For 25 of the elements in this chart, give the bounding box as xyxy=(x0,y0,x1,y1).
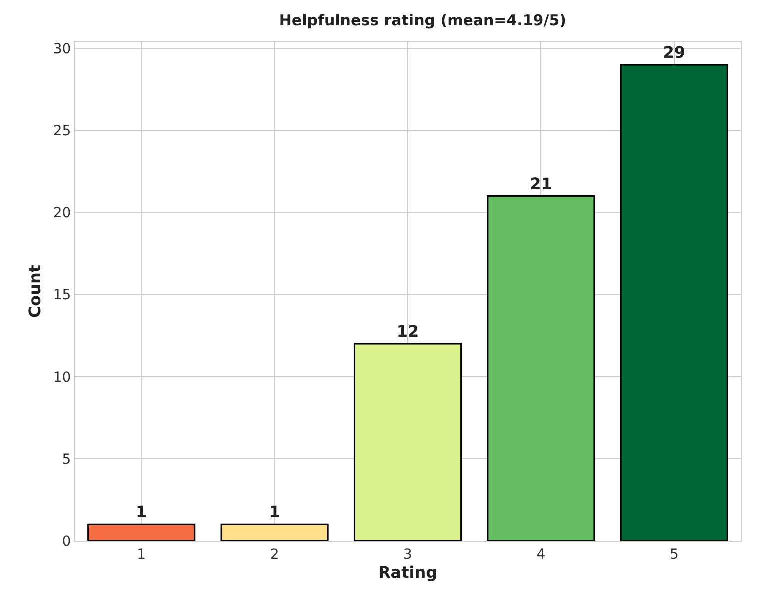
y-tick-label: 30 xyxy=(53,41,72,58)
data-label: 12 xyxy=(396,322,420,342)
y-tick-label: 10 xyxy=(53,370,72,386)
bar xyxy=(354,343,462,541)
x-tick-label: 3 xyxy=(404,546,412,563)
y-tick-label: 0 xyxy=(62,534,72,550)
x-tick-label: 2 xyxy=(270,546,280,563)
bar xyxy=(487,196,596,541)
x-tick-label: 1 xyxy=(137,546,146,563)
x-tick-label: 5 xyxy=(670,546,679,563)
chart-title: Helpfulness rating (mean=4.19/5) xyxy=(279,11,567,30)
data-label: 29 xyxy=(663,42,686,62)
data-label: 21 xyxy=(530,174,552,194)
bar xyxy=(88,524,196,541)
x-tick-label: 4 xyxy=(536,546,546,563)
data-label: 1 xyxy=(269,502,280,522)
x-axis-title: Rating xyxy=(378,562,438,582)
y-tick-label: 5 xyxy=(62,452,72,468)
bar xyxy=(620,64,728,541)
y-tick-label: 25 xyxy=(53,124,72,140)
y-tick-label: 20 xyxy=(53,206,72,222)
y-axis-title: Count xyxy=(25,264,44,318)
data-label: 1 xyxy=(136,502,148,522)
y-tick-label: 15 xyxy=(53,288,72,304)
bar xyxy=(220,524,329,541)
